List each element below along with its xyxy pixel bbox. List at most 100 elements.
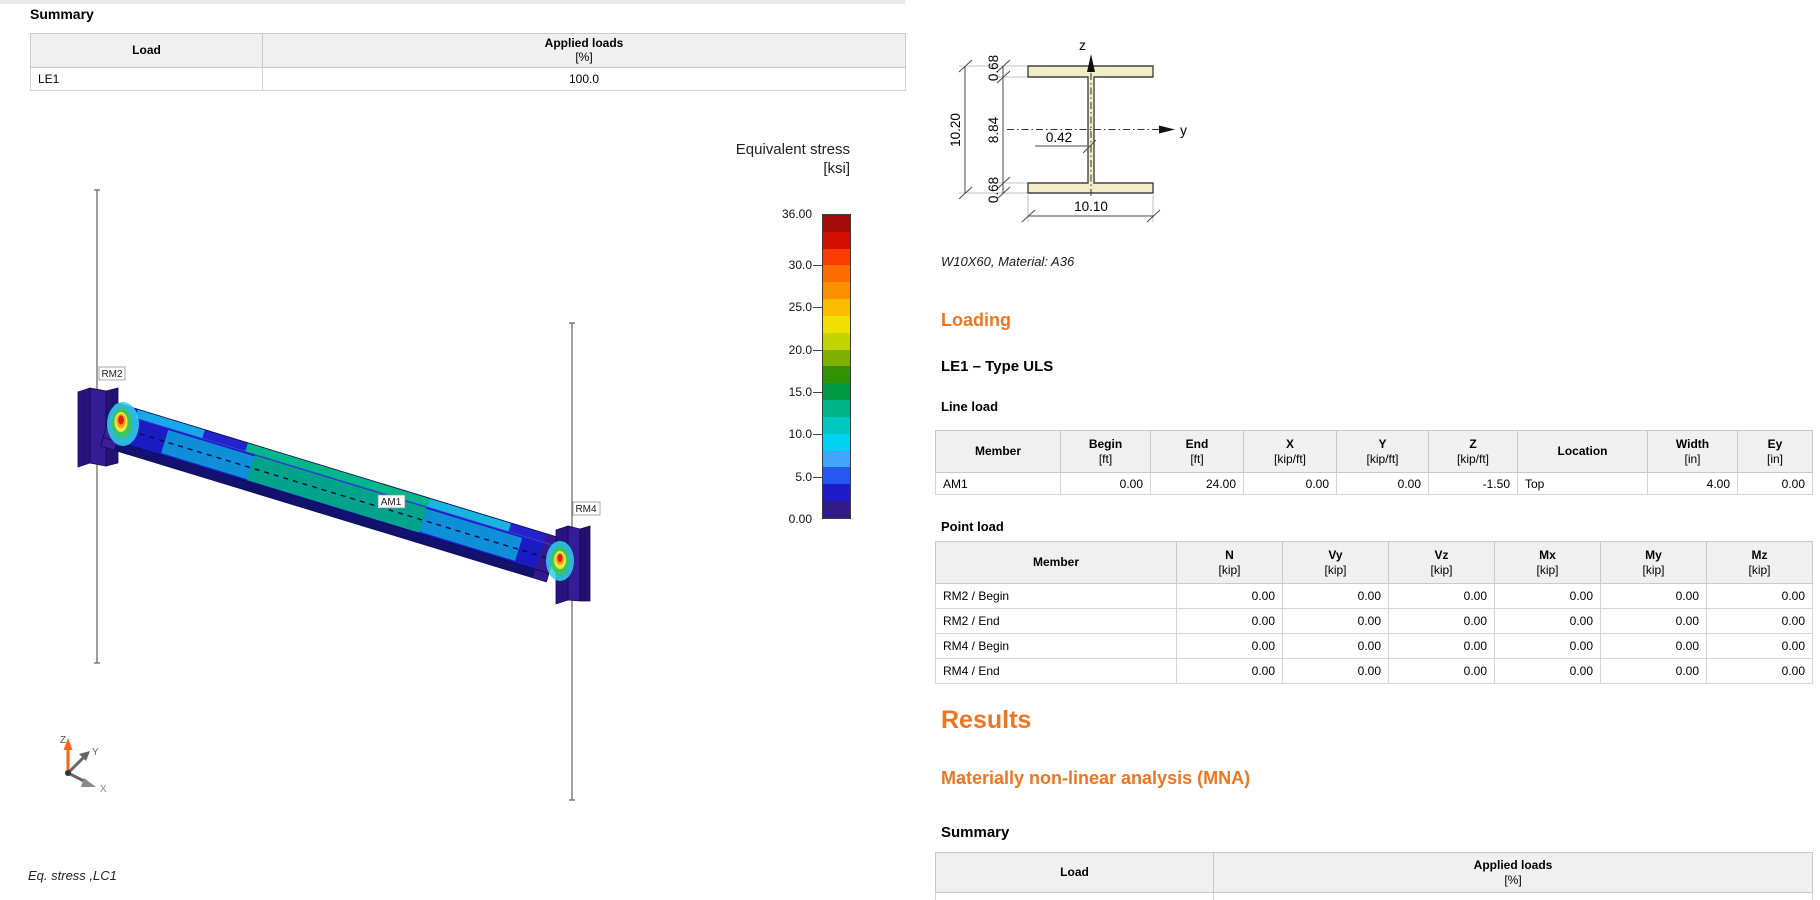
mna-heading: Materially non-linear analysis (MNA): [941, 768, 1251, 788]
legend-tick-label: 20.0: [788, 343, 812, 357]
legend-band: [823, 349, 850, 367]
results-heading: Results: [941, 706, 1032, 734]
legend-band: [823, 383, 850, 401]
legend-tick-label: 36.00: [781, 207, 812, 221]
col-my: My [kip]: [1600, 541, 1707, 584]
legend-tick: [813, 434, 822, 435]
col-mz: Mz [kip]: [1706, 541, 1813, 584]
legend-band: [823, 501, 850, 518]
col-mx: Mx [kip]: [1494, 541, 1601, 584]
summary-heading-right: Summary: [941, 824, 1010, 841]
table-row: [935, 892, 1813, 900]
z-axis-arrow: [1087, 54, 1095, 72]
report-right-pane: z y 10.20 8.84 0.68 0.68 0.42: [935, 0, 1813, 900]
cross-section-drawing: z y 10.20 8.84 0.68 0.68 0.42: [948, 37, 1187, 223]
legend-band: [823, 332, 850, 350]
extension-lines: [959, 65, 1154, 222]
col-member: Member: [935, 430, 1061, 473]
section-axis-y-label: y: [1180, 122, 1187, 138]
legend-band: [823, 450, 850, 468]
table-row: AM1 0.00 24.00 0.00 0.00 -1.50 Top 4.00 …: [935, 472, 1813, 495]
table-row: RM4 / Begin 0.00 0.00 0.00 0.00 0.00 0.0…: [935, 633, 1813, 659]
legend-band: [823, 400, 850, 417]
stress-scene-viewport[interactable]: RM2 AM1 RM4 Z Y X: [0, 0, 912, 900]
col-x: X [kip/ft]: [1243, 430, 1337, 473]
beam-member: [100, 401, 561, 583]
legend-tick-label: 30.0: [788, 258, 812, 272]
point-load-label: Point load: [941, 519, 1004, 534]
legend-band: [823, 315, 850, 333]
legend-tick: [813, 350, 822, 351]
col-width: Width [in]: [1647, 430, 1738, 473]
member-label-rm2: RM2: [101, 369, 123, 380]
stress-hotspot-right: [546, 541, 574, 581]
col-end: End [ft]: [1150, 430, 1244, 473]
summary-table-left: Load Applied loads [%] LE1 100.0: [30, 33, 906, 91]
legend-tick: [813, 307, 822, 308]
table-row: RM2 / Begin 0.00 0.00 0.00 0.00 0.00 0.0…: [935, 583, 1813, 609]
legend-band: [823, 231, 850, 249]
section-subtitle: W10X60, Material: A36: [941, 254, 1075, 269]
legend-tick-label: 15.0: [788, 385, 812, 399]
legend-band: [823, 248, 850, 266]
dim-height: 10.20: [948, 113, 963, 147]
col-n: N [kip]: [1176, 541, 1283, 584]
col-vz: Vz [kip]: [1388, 541, 1495, 584]
point-load-table: Member N [kip] Vy [kip] Vz [kip] Mx [kip] My…: [935, 541, 1813, 684]
col-header-load: Load: [935, 852, 1214, 893]
dim-flange-top: 0.68: [986, 55, 1001, 81]
axis-x-label: X: [100, 784, 107, 795]
legend-band: [823, 484, 850, 502]
legend-tick: [813, 392, 822, 393]
legend-tick: [813, 265, 822, 266]
legend-band: [823, 366, 850, 384]
legend-tick-label: 10.0: [788, 427, 812, 441]
table-row: RM2 / End 0.00 0.00 0.00 0.00 0.00 0.00: [935, 608, 1813, 634]
legend-band: [823, 433, 850, 451]
legend-tick-label: 25.0: [788, 300, 812, 314]
load-cell: LE1: [30, 66, 263, 91]
member-label-am1: AM1: [381, 497, 402, 508]
dim-flange-bottom: 0.68: [986, 177, 1001, 203]
legend-color-bands: [822, 214, 851, 519]
col-header-applied-loads: Applied loads [%]: [262, 33, 906, 68]
line-load-table: Member Begin [ft] End [ft] X [kip/ft] Y [kip…: [935, 430, 1813, 495]
legend-unit: [ksi]: [823, 159, 850, 177]
legend-band: [823, 416, 850, 434]
summary-table-right: Load Applied loads [%]: [935, 852, 1813, 900]
col-y: Y [kip/ft]: [1336, 430, 1429, 473]
stress-hotspot-left: [107, 402, 139, 446]
member-labels: RM2 AM1 RM4: [98, 366, 601, 516]
dim-width: 10.10: [1074, 199, 1108, 214]
legend-band: [823, 282, 850, 300]
legend-tick-label: 0.00: [788, 512, 812, 526]
section-axis-z-label: z: [1079, 37, 1086, 53]
report-left-pane: Summary Load Applied loads [%] LE1 100.0: [0, 0, 912, 900]
dim-web-height: 8.84: [986, 116, 1001, 143]
col-header-applied-loads: Applied loads [%]: [1213, 852, 1813, 893]
legend-band: [823, 215, 850, 232]
legend-band: [823, 299, 850, 316]
legend-band: [823, 265, 850, 283]
col-ey: Ey [in]: [1737, 430, 1813, 473]
col-begin: Begin [ft]: [1060, 430, 1151, 473]
col-vy: Vy [kip]: [1282, 541, 1389, 584]
legend-tick-label: 5.0: [795, 470, 812, 484]
col-location: Location: [1517, 430, 1648, 473]
y-axis-arrow: [1159, 125, 1175, 134]
member-label-rm4: RM4: [575, 504, 597, 515]
dimension-lines: [958, 59, 1161, 223]
line-load-label: Line load: [941, 399, 999, 414]
axis-y-label: Y: [92, 747, 99, 758]
table-row: RM4 / End 0.00 0.00 0.00 0.00 0.00 0.00: [935, 658, 1813, 684]
dimension-labels: 10.20 8.84 0.68 0.68 0.42 10.10: [948, 55, 1108, 214]
le1-heading: LE1 – Type ULS: [941, 358, 1054, 375]
loading-heading: Loading: [941, 310, 1011, 330]
axis-z-label: Z: [60, 735, 66, 746]
legend-tick: [813, 477, 822, 478]
col-z: Z [kip/ft]: [1428, 430, 1518, 473]
dim-web-thickness: 0.42: [1046, 130, 1072, 145]
legend-title: Equivalent stress [ksi]: [735, 141, 850, 177]
applied-cell: 100.0: [262, 66, 906, 91]
scene-caption: Eq. stress ,LC1: [28, 868, 117, 883]
